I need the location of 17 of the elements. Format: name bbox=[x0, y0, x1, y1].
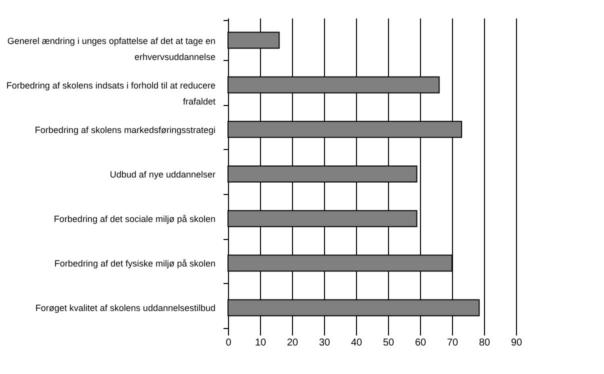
y-tick-label: Forbedring af det sociale miljø på skolen bbox=[54, 214, 216, 224]
y-tick-label: Forbedring af det fysiske miljø på skolen bbox=[54, 258, 216, 269]
x-tick-label: 20 bbox=[286, 338, 298, 348]
x-tick-label: 80 bbox=[478, 338, 490, 348]
x-tick-label: 70 bbox=[446, 338, 458, 348]
x-tick-label: 40 bbox=[350, 338, 362, 348]
x-tick-label: 50 bbox=[382, 338, 394, 348]
y-tick-label: Forbedring af skolens indsats i forhold til at reducere frafaldet bbox=[6, 80, 216, 106]
x-tick-label: 0 bbox=[226, 338, 232, 348]
y-tick-label: Udbud af nye uddannelser bbox=[110, 170, 216, 180]
x-tick-label: 10 bbox=[254, 338, 266, 348]
y-tick-label: Generel ændring i unges opfattelse af det at tage en erhvervsuddannelse bbox=[7, 36, 216, 62]
x-tick-label: 60 bbox=[414, 338, 426, 348]
x-tick-label: 30 bbox=[318, 338, 330, 348]
y-tick-label: Forøget kvalitet af skolens uddannelsestilbud bbox=[35, 303, 216, 314]
x-tick-label: 90 bbox=[510, 338, 522, 348]
y-tick-label: Forbedring af skolens markedsføringsstrategi bbox=[34, 124, 216, 135]
